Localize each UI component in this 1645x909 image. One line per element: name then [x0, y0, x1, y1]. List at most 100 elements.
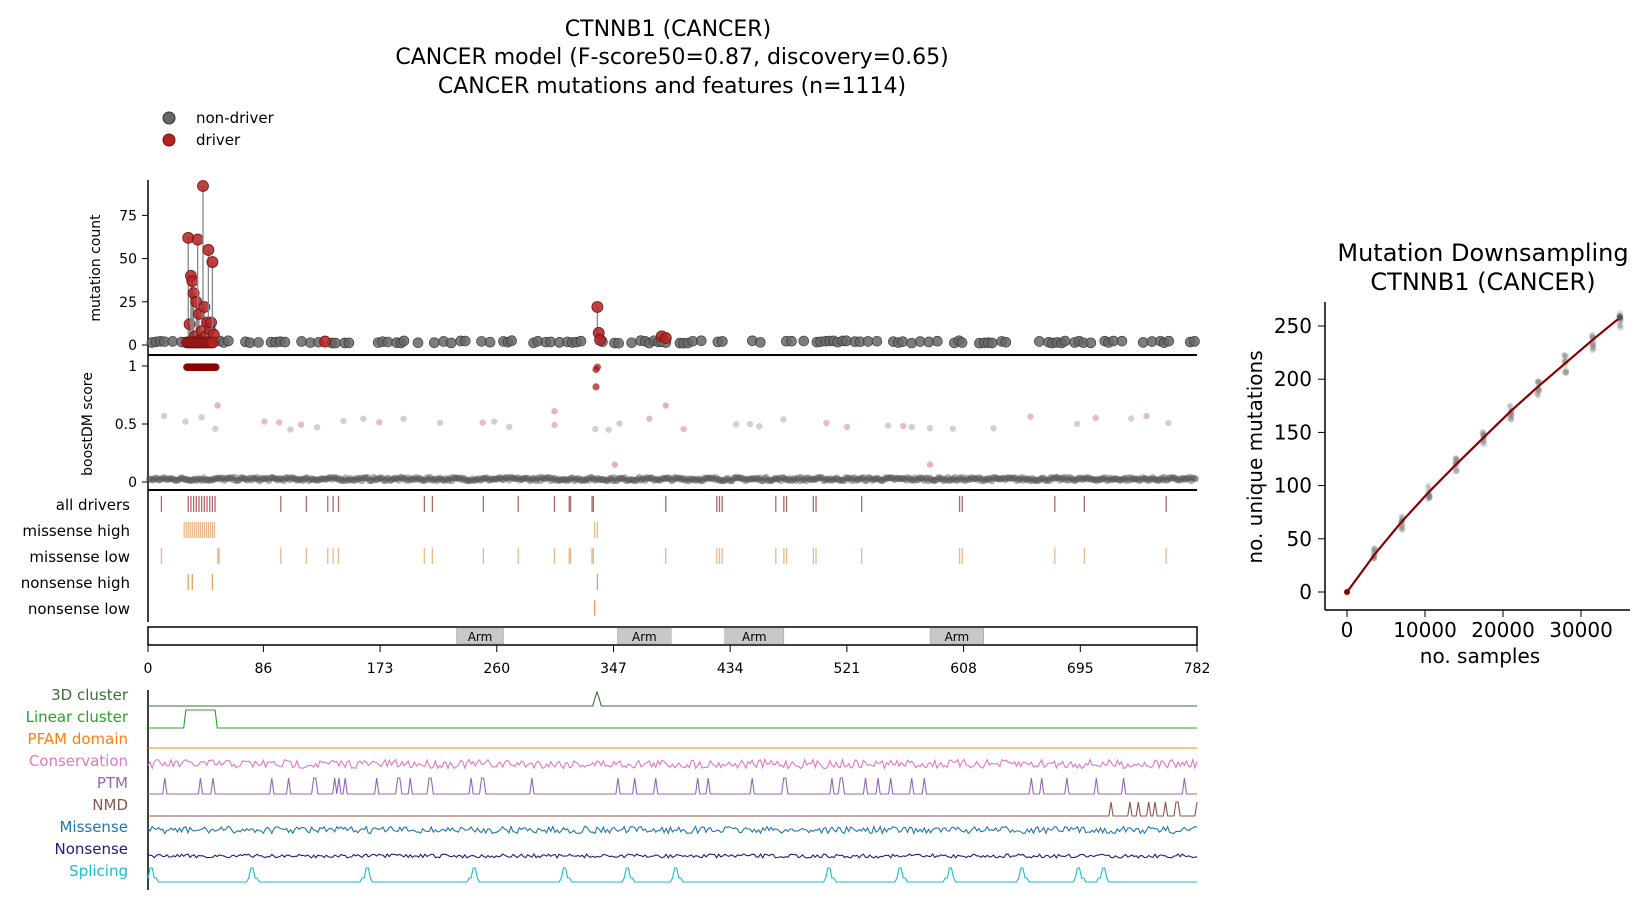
non-driver-point: [1000, 336, 1012, 348]
boostdm-low-point: [582, 476, 590, 484]
boostdm-low-point: [178, 474, 186, 482]
boostdm-low-point: [644, 474, 652, 482]
boostdm-low-point: [721, 477, 729, 485]
boostdm-low-point: [1047, 474, 1055, 482]
boostdm-low-point: [756, 474, 764, 482]
boostdm-low-point: [1143, 475, 1151, 483]
boostdm-low-point: [278, 475, 286, 483]
boostdm-low-point: [1076, 474, 1084, 482]
tracks-panel: all drivers missense high missense low n…: [21, 490, 1167, 622]
boostdm-low-point: [353, 476, 361, 484]
boostdm-low-point: [330, 474, 338, 482]
boostdm-low-point: [563, 477, 571, 485]
downsampling-sim-point: [1426, 494, 1433, 501]
boostdm-low-point: [600, 475, 608, 483]
boostdm-low-point: [150, 476, 158, 484]
track-ticks: [160, 496, 1167, 616]
boostdm-low-point: [505, 476, 513, 484]
boostdm-low-point: [170, 476, 178, 484]
boostdm-low-point: [908, 476, 916, 484]
boostdm-low-point: [643, 474, 651, 482]
boostdm-low-point: [417, 475, 425, 483]
boostdm-low-point: [421, 476, 429, 484]
boostdm-low-point: [249, 474, 257, 482]
boostdm-mid-point: [551, 408, 558, 415]
boostdm-low-point: [945, 476, 953, 484]
boostdm-low-point: [708, 474, 716, 482]
boostdm-low-point: [1019, 476, 1027, 484]
boostdm-low-point: [753, 474, 761, 482]
boostdm-low-point: [247, 476, 255, 484]
boostdm-low-point: [1073, 475, 1081, 483]
boostdm-low-point: [598, 476, 606, 484]
downsampling-title-line-2: CTNNB1 (CANCER): [1370, 268, 1595, 296]
boostdm-low-point: [349, 476, 357, 484]
non-driver-point: [1189, 336, 1200, 347]
boostdm-low-point: [700, 474, 708, 482]
boostdm-low-point: [592, 475, 600, 483]
domain-arm: [456, 627, 504, 645]
downsampling-sim-point: [1563, 369, 1570, 376]
downsampling-sim-point: [1426, 493, 1433, 500]
downsampling-ytick-label: 150: [1274, 420, 1312, 444]
feature-label: Missense: [59, 818, 128, 836]
boostdm-low-point: [1026, 477, 1034, 485]
boostdm-low-point: [910, 476, 918, 484]
domain-panel: Arm Arm Arm Arm 0 86 173 260 347 434 521 608 695 782: [144, 626, 1210, 677]
boostdm-low-point: [173, 476, 181, 484]
downsampling-sim-point: [1534, 378, 1541, 385]
boostdm-low-point: [1158, 474, 1166, 482]
legend-driver-marker: [162, 133, 176, 147]
boostdm-low-point: [219, 474, 227, 482]
boostdm-low-point: [508, 474, 516, 482]
boostdm-low-point: [1087, 475, 1095, 483]
boostdm-low-point: [477, 476, 485, 484]
boostdm-low-point: [1192, 475, 1200, 483]
boostdm-low-point: [1172, 475, 1180, 483]
boostdm-low-point: [1099, 474, 1107, 482]
position-xtick-label: 434: [717, 661, 744, 677]
boostdm-low-point: [780, 474, 788, 482]
boostdm-low-point: [530, 475, 538, 483]
boostdm-low-point: [914, 476, 922, 484]
boostdm-low-point: [492, 475, 500, 483]
boostdm-low-point: [1088, 475, 1096, 483]
boostdm-low-point: [983, 476, 991, 484]
boostdm-low-point: [876, 476, 884, 484]
downsampling-end-point: [1617, 314, 1623, 321]
boostdm-low-point: [153, 474, 161, 482]
boostdm-high-point: [592, 383, 600, 391]
boostdm-low-point: [861, 477, 869, 485]
non-driver-point: [428, 337, 440, 349]
driver-point: [594, 333, 606, 346]
downsampling-simulations: [1370, 310, 1624, 563]
downsampling-sim-point: [1534, 391, 1541, 398]
downsampling-sim-point: [1507, 416, 1514, 423]
boostdm-mid-point: [1165, 419, 1172, 427]
boostdm-low-point: [559, 476, 567, 484]
boostdm-low-point: [1016, 475, 1024, 483]
boostdm-low-point: [528, 476, 536, 484]
position-xtick-label: 608: [950, 661, 977, 677]
boostdm-mid-point: [214, 402, 221, 409]
boostdm-low-point: [612, 477, 620, 485]
downsampling-xtick-label: 20000: [1471, 618, 1535, 642]
boostdm-low-point: [864, 474, 872, 482]
boostdm-low-point: [314, 477, 322, 485]
boostdm-high-point: [212, 363, 220, 371]
boostdm-low-point: [724, 474, 732, 482]
boostdm-low-point: [1175, 475, 1183, 483]
boostdm-low-point: [1171, 474, 1179, 482]
boostdm-low-point: [473, 476, 481, 484]
boostdm-low-point: [775, 474, 783, 482]
boostdm-low-point: [361, 474, 369, 482]
boostdm-low-point: [1163, 476, 1171, 484]
boostdm-mid-point: [261, 418, 268, 425]
boostdm-low-point: [935, 473, 943, 481]
boostdm-low-point: [618, 474, 626, 482]
boostdm-low-point: [880, 475, 888, 483]
boostdm-mid-point: [1073, 420, 1081, 428]
boostdm-low-point: [514, 474, 522, 482]
boostdm-low-point: [440, 477, 448, 485]
